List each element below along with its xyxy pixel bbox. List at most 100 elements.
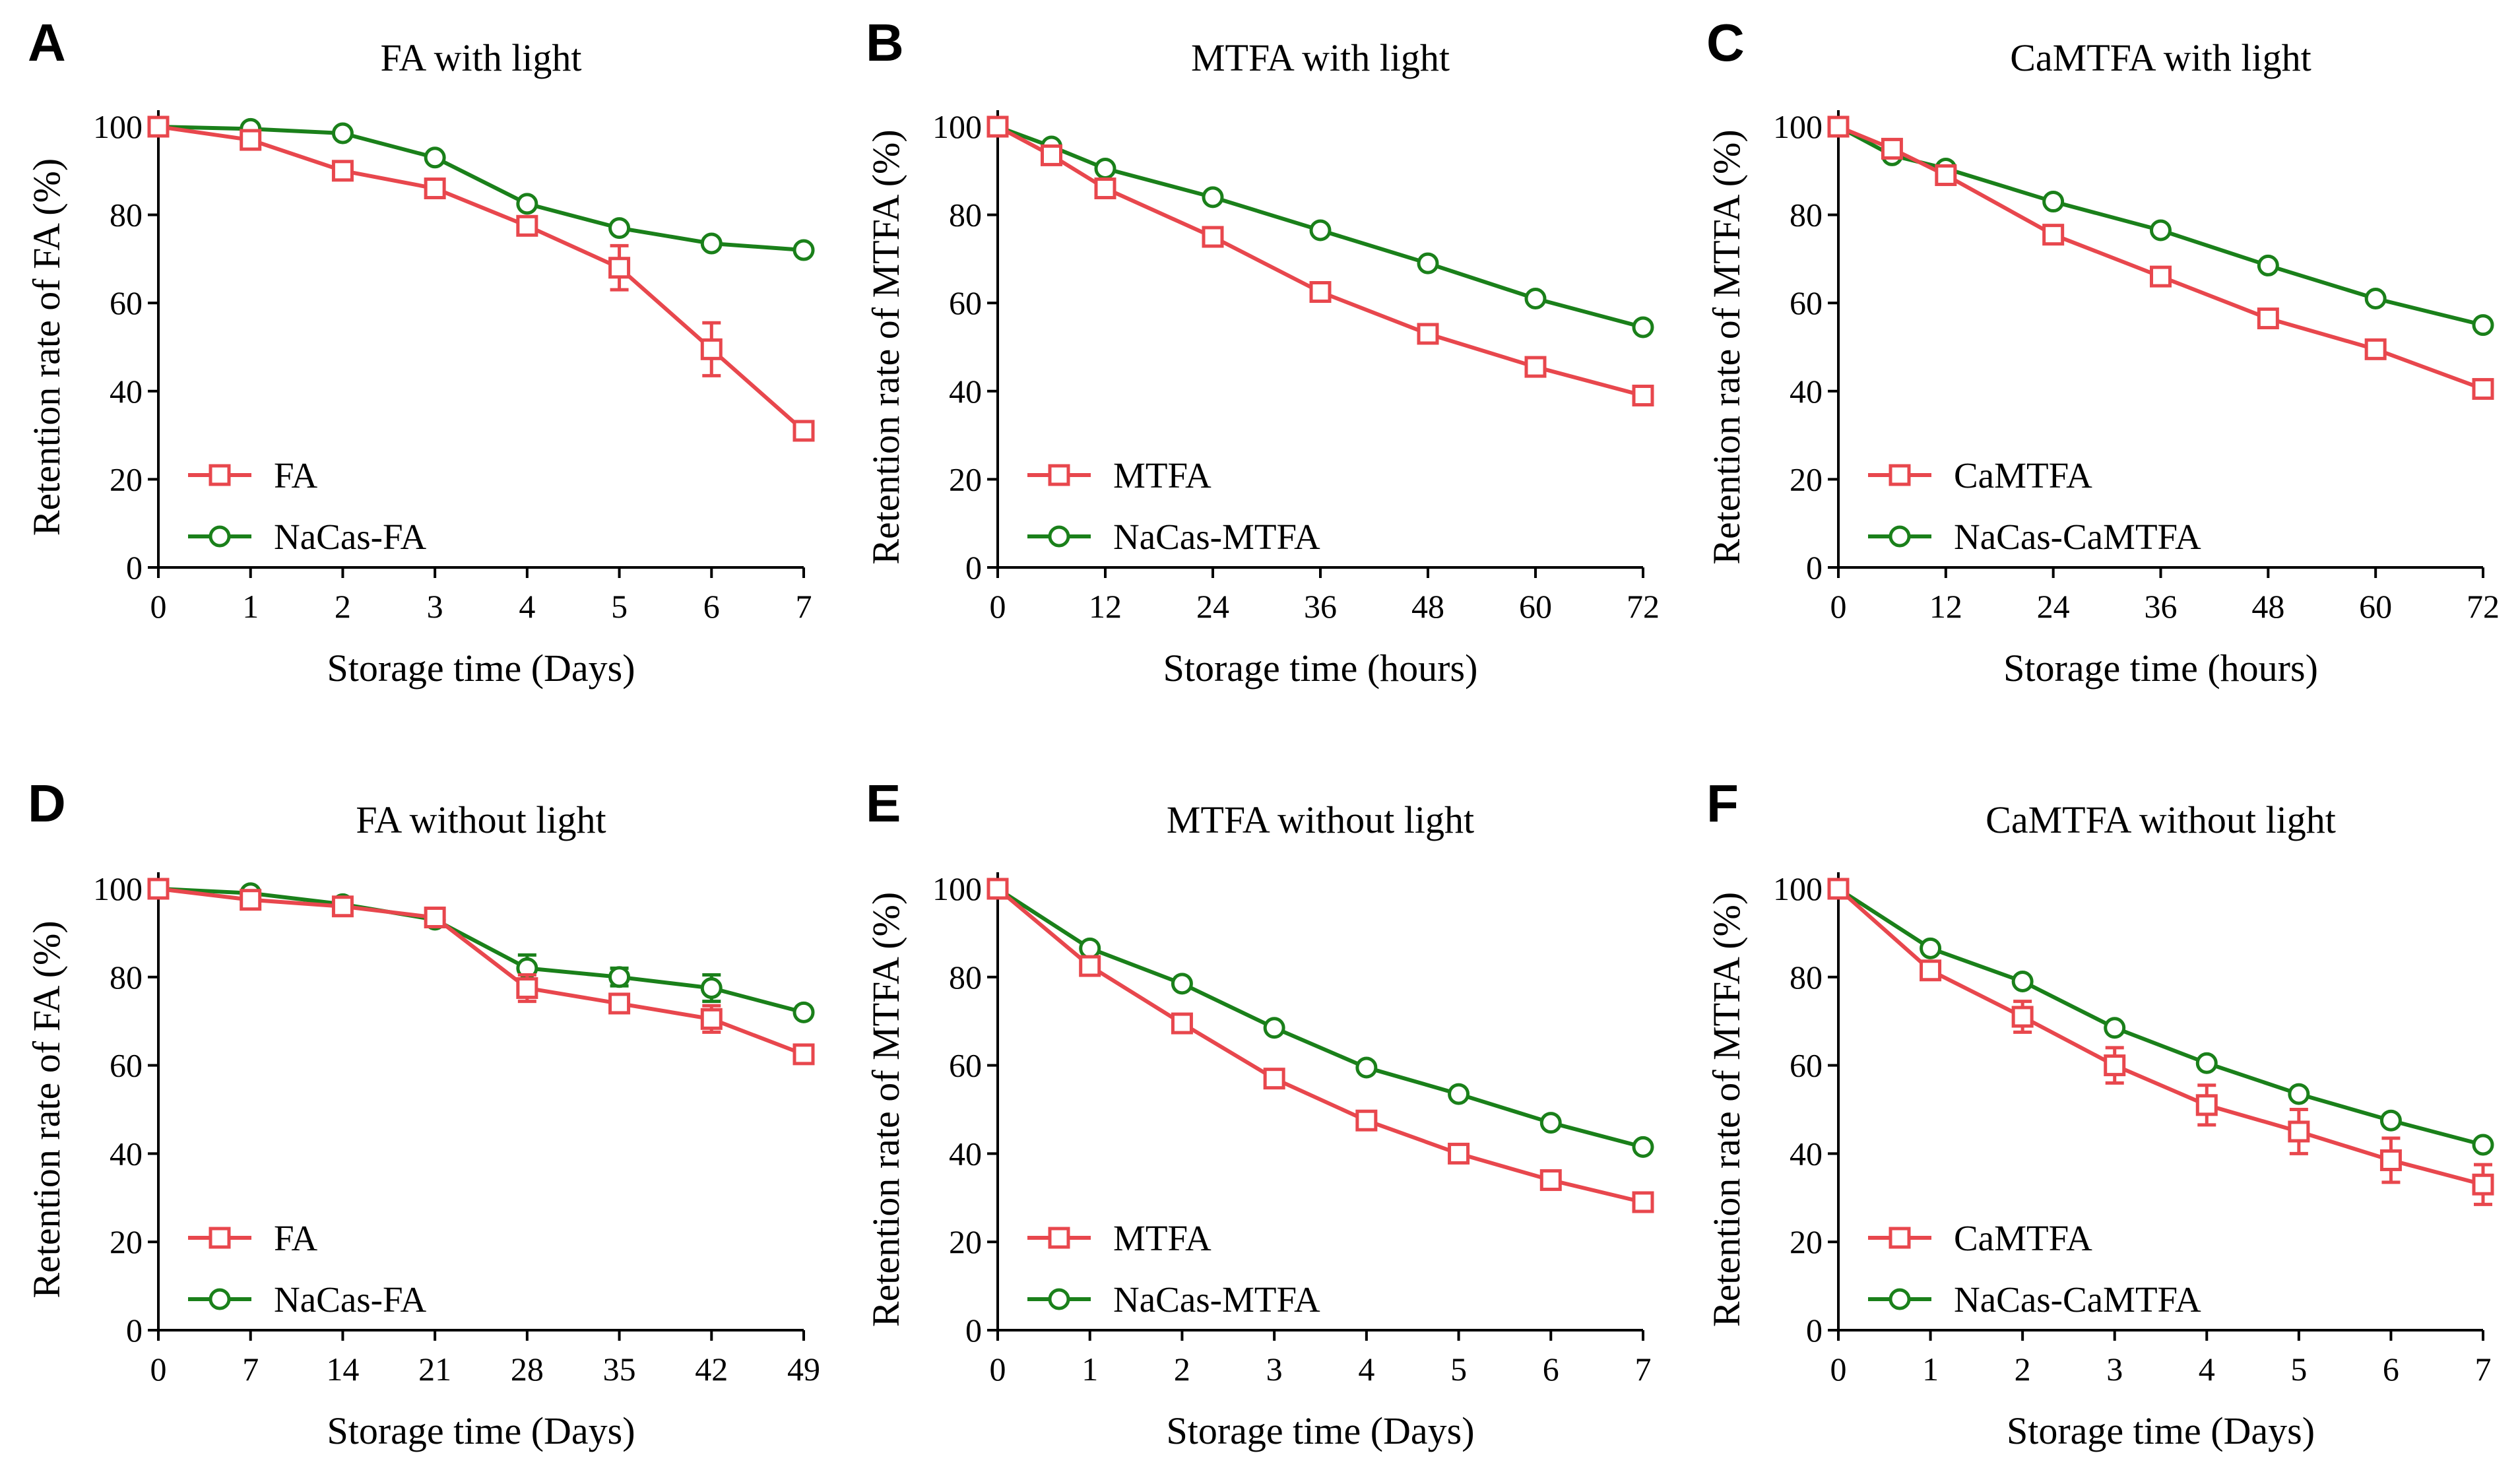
chart-title: MTFA without light <box>1167 798 1474 841</box>
series-line <box>158 125 805 433</box>
x-tick-label: 24 <box>1196 588 1229 625</box>
legend-label: NaCas-FA <box>274 1279 426 1320</box>
legend-label: NaCas-CaMTFA <box>1954 517 2201 557</box>
legend: CaMTFA NaCas-CaMTFA <box>1868 1218 2201 1320</box>
x-axis-label: Storage time (hours) <box>2003 647 2318 690</box>
data-point-circle <box>1632 1136 1654 1158</box>
legend-label: NaCas-CaMTFA <box>1954 1279 2201 1320</box>
data-point-square <box>147 878 170 900</box>
y-axis-label: Retention rate of MTFA (%) <box>1705 892 1748 1327</box>
y-tick-label: 20 <box>949 461 982 497</box>
data-point-circle <box>2011 970 2034 992</box>
data-point-circle <box>424 146 446 169</box>
data-point-circle <box>1448 1083 1470 1105</box>
data-point-circle <box>1417 252 1439 274</box>
x-tick-label: 0 <box>990 588 1006 625</box>
data-point-square <box>1202 226 1224 248</box>
x-tick-label: 5 <box>2290 1351 2307 1388</box>
panel-letter: E <box>866 774 901 833</box>
y-tick-label: 80 <box>110 959 143 996</box>
data-point-square <box>2364 338 2387 360</box>
legend: CaMTFA NaCas-CaMTFA <box>1868 455 2201 557</box>
data-point-square <box>1920 959 1942 982</box>
data-point-square <box>424 177 446 200</box>
series-nacas-mtfa <box>986 115 1654 338</box>
series-camtfa <box>1827 115 2494 400</box>
x-axis-label: Storage time (Days) <box>327 647 635 690</box>
data-point-square <box>2011 1006 2034 1028</box>
data-point-square <box>1417 323 1439 345</box>
x-tick-label: 1 <box>242 588 259 625</box>
legend-marker-circle <box>1048 525 1070 548</box>
y-tick-label: 80 <box>949 959 982 996</box>
data-point-square <box>516 214 538 237</box>
data-point-square <box>2472 377 2494 400</box>
series-nacas-mtfa <box>986 878 1654 1158</box>
y-tick-label: 100 <box>1773 108 1823 145</box>
x-tick-label: 12 <box>1089 588 1122 625</box>
series-line <box>996 887 1644 1149</box>
data-point-square <box>1448 1142 1470 1165</box>
legend-label: MTFA <box>1113 1218 1212 1258</box>
x-tick-label: 72 <box>1627 588 1660 625</box>
x-tick-label: 0 <box>1830 1351 1847 1388</box>
y-axis-label: Retention rate of MTFA (%) <box>864 892 907 1327</box>
legend-label: NaCas-FA <box>274 517 426 557</box>
series-nacas-camtfa <box>1827 878 2494 1156</box>
data-point-square <box>1171 1012 1193 1035</box>
series-mtfa <box>986 878 1654 1213</box>
data-point-circle <box>1355 1056 1378 1079</box>
y-tick-label: 100 <box>932 108 982 145</box>
data-point-square <box>792 1043 815 1066</box>
chart-panel-a: A FA with light 0 20 40 60 80 100 0 1 2 3 4 5 6 7 Storag… <box>25 13 815 690</box>
chart-panel-d: D FA without light 0 20 40 60 80 100 0 7 14 21 28 35 4… <box>25 774 820 1452</box>
data-point-square <box>1632 1191 1654 1213</box>
x-tick-label: 1 <box>1922 1351 1939 1388</box>
data-point-square <box>1094 177 1116 200</box>
data-point-square <box>1881 137 1903 160</box>
legend: MTFA NaCas-MTFA <box>1027 1218 1320 1320</box>
data-point-square <box>792 420 815 442</box>
x-tick-label: 2 <box>1174 1351 1190 1388</box>
data-point-circle <box>2472 1134 2494 1156</box>
data-point-circle <box>1539 1112 1562 1134</box>
legend-label: FA <box>274 1218 318 1258</box>
x-tick-label: 60 <box>1519 588 1552 625</box>
data-point-circle <box>1079 937 1101 959</box>
x-tick-label: 6 <box>2383 1351 2399 1388</box>
legend: MTFA NaCas-MTFA <box>1027 455 1320 557</box>
data-point-square <box>2472 1173 2494 1196</box>
x-tick-label: 1 <box>1082 1351 1098 1388</box>
data-point-circle <box>1263 1017 1285 1039</box>
data-point-square <box>1263 1068 1285 1090</box>
legend-marker-circle <box>209 1288 231 1310</box>
series-fa <box>147 878 815 1066</box>
x-tick-label: 5 <box>611 588 628 625</box>
y-axis-label: Retention rate of MTFA (%) <box>1705 129 1748 564</box>
data-point-square <box>1539 1169 1562 1192</box>
x-tick-label: 42 <box>695 1351 728 1388</box>
chart-panel-f: F CaMTFA without light 0 20 40 60 80 100 0 1 2 3 4 5 6… <box>1705 774 2494 1452</box>
data-point-square <box>331 160 354 182</box>
data-point-square <box>2150 265 2172 288</box>
data-point-circle <box>2042 191 2065 213</box>
data-point-circle <box>1632 316 1654 338</box>
legend-label: NaCas-MTFA <box>1113 517 1320 557</box>
data-point-circle <box>2288 1083 2310 1105</box>
chart-title: FA with light <box>380 36 581 79</box>
y-tick-label: 20 <box>949 1223 982 1260</box>
chart-title: MTFA with light <box>1191 36 1450 79</box>
data-point-circle <box>516 193 538 215</box>
data-point-square <box>1041 144 1062 166</box>
series-line <box>158 887 805 1056</box>
legend-label: MTFA <box>1113 455 1212 496</box>
x-tick-label: 48 <box>2251 588 2284 625</box>
data-point-circle <box>2379 1109 2402 1132</box>
x-tick-label: 21 <box>418 1351 451 1388</box>
y-tick-label: 80 <box>1790 959 1823 996</box>
x-tick-label: 4 <box>519 588 535 625</box>
chart-title: FA without light <box>356 798 606 841</box>
y-tick-label: 80 <box>110 197 143 234</box>
data-point-square <box>2257 307 2279 330</box>
